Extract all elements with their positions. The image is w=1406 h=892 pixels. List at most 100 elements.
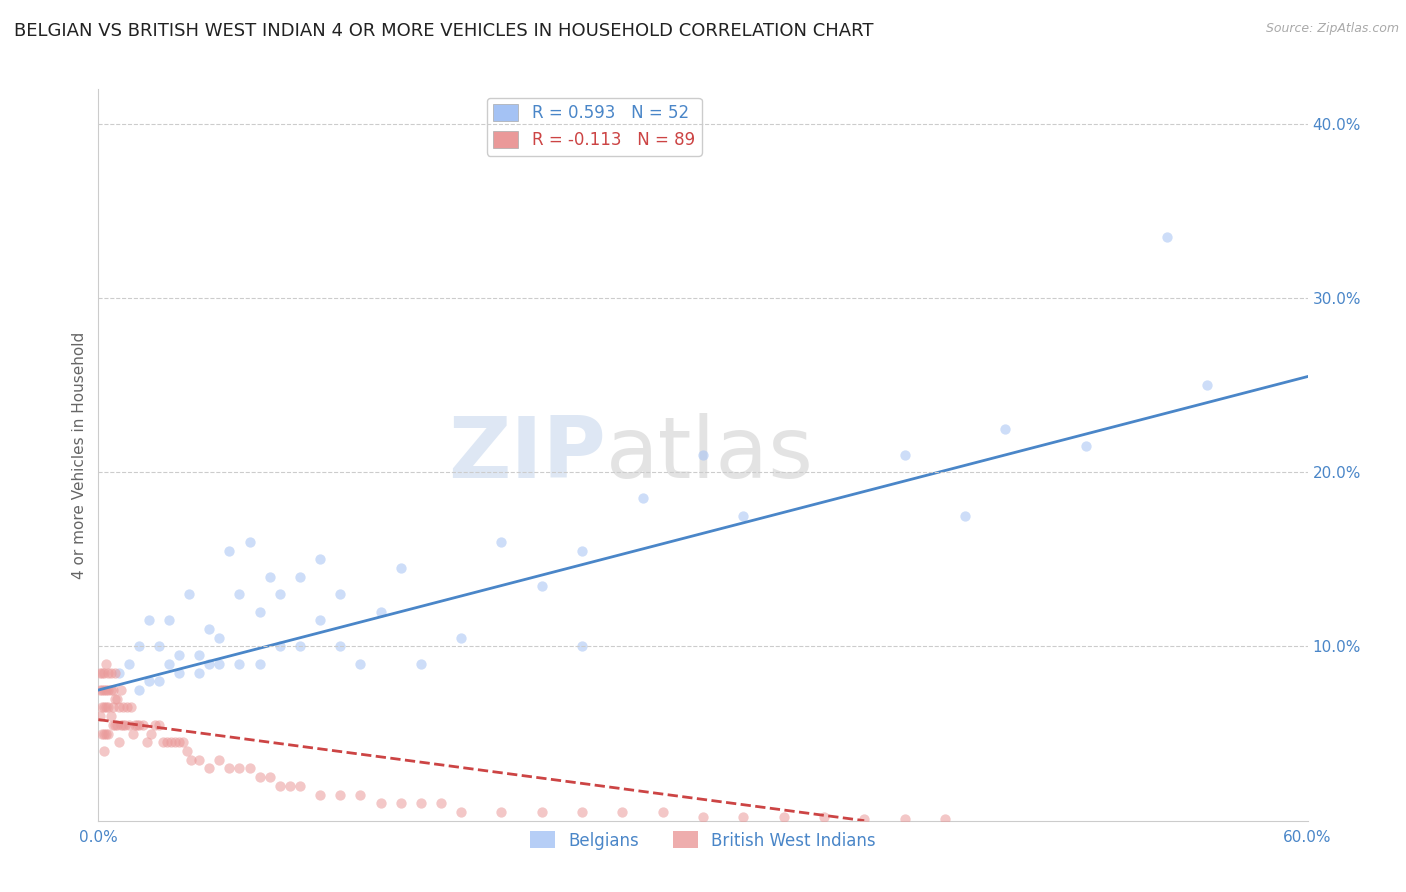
Point	[249, 605, 271, 619]
Point	[1156, 230, 1178, 244]
Point	[110, 683, 132, 698]
Point	[278, 779, 301, 793]
Point	[692, 448, 714, 462]
Point	[612, 805, 634, 819]
Point	[893, 812, 915, 826]
Point	[218, 761, 240, 775]
Point	[389, 796, 412, 810]
Point	[198, 761, 221, 775]
Text: BELGIAN VS BRITISH WEST INDIAN 4 OR MORE VEHICLES IN HOUSEHOLD CORRELATION CHART: BELGIAN VS BRITISH WEST INDIAN 4 OR MORE…	[14, 22, 873, 40]
Point	[269, 587, 291, 601]
Point	[329, 640, 352, 654]
Point	[167, 735, 190, 749]
Point	[179, 587, 201, 601]
Point	[329, 587, 352, 601]
Legend: Belgians, British West Indians: Belgians, British West Indians	[523, 825, 883, 856]
Point	[198, 657, 221, 671]
Point	[100, 665, 122, 680]
Point	[370, 796, 392, 810]
Point	[409, 657, 432, 671]
Point	[269, 640, 291, 654]
Point	[309, 552, 332, 566]
Point	[309, 613, 332, 627]
Point	[228, 761, 250, 775]
Point	[91, 683, 114, 698]
Point	[893, 448, 915, 462]
Point	[733, 810, 755, 824]
Point	[91, 726, 114, 740]
Point	[450, 805, 472, 819]
Point	[631, 491, 654, 506]
Point	[93, 700, 115, 714]
Point	[97, 683, 120, 698]
Point	[139, 726, 162, 740]
Point	[692, 810, 714, 824]
Point	[198, 622, 221, 636]
Point	[115, 700, 138, 714]
Point	[1074, 439, 1097, 453]
Point	[172, 735, 194, 749]
Point	[148, 674, 170, 689]
Point	[138, 674, 160, 689]
Point	[97, 726, 120, 740]
Point	[218, 543, 240, 558]
Point	[96, 700, 118, 714]
Point	[157, 657, 180, 671]
Point	[103, 718, 125, 732]
Point	[349, 788, 371, 802]
Point	[125, 718, 148, 732]
Point	[103, 691, 125, 706]
Point	[813, 810, 835, 824]
Point	[107, 700, 129, 714]
Point	[96, 657, 118, 671]
Point	[107, 665, 129, 680]
Point	[152, 735, 174, 749]
Point	[934, 812, 956, 826]
Text: atlas: atlas	[606, 413, 814, 497]
Point	[530, 578, 553, 592]
Point	[249, 770, 271, 784]
Point	[208, 753, 231, 767]
Point	[128, 683, 150, 698]
Point	[100, 683, 122, 698]
Point	[148, 640, 170, 654]
Point	[121, 726, 143, 740]
Point	[167, 665, 190, 680]
Point	[97, 665, 120, 680]
Point	[100, 709, 122, 723]
Point	[239, 761, 262, 775]
Point	[249, 657, 271, 671]
Point	[163, 735, 186, 749]
Point	[772, 810, 794, 824]
Y-axis label: 4 or more Vehicles in Household: 4 or more Vehicles in Household	[72, 331, 87, 579]
Point	[188, 753, 211, 767]
Point	[370, 605, 392, 619]
Point	[111, 700, 134, 714]
Point	[176, 744, 198, 758]
Point	[450, 631, 472, 645]
Point	[128, 718, 150, 732]
Point	[409, 796, 432, 810]
Point	[96, 683, 118, 698]
Point	[107, 735, 129, 749]
Point	[128, 640, 150, 654]
Point	[288, 640, 311, 654]
Point	[111, 718, 134, 732]
Point	[571, 543, 593, 558]
Point	[953, 508, 976, 523]
Point	[430, 796, 453, 810]
Point	[157, 613, 180, 627]
Point	[160, 735, 183, 749]
Point	[571, 805, 593, 819]
Point	[309, 788, 332, 802]
Point	[188, 648, 211, 663]
Point	[97, 700, 120, 714]
Point	[651, 805, 673, 819]
Point	[96, 726, 118, 740]
Point	[118, 657, 141, 671]
Point	[491, 535, 513, 549]
Point	[118, 718, 141, 732]
Point	[89, 665, 111, 680]
Point	[329, 788, 352, 802]
Point	[259, 770, 281, 784]
